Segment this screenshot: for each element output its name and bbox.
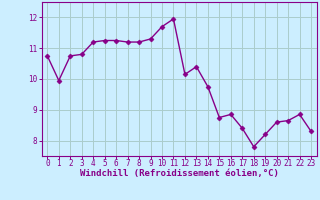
X-axis label: Windchill (Refroidissement éolien,°C): Windchill (Refroidissement éolien,°C) xyxy=(80,169,279,178)
